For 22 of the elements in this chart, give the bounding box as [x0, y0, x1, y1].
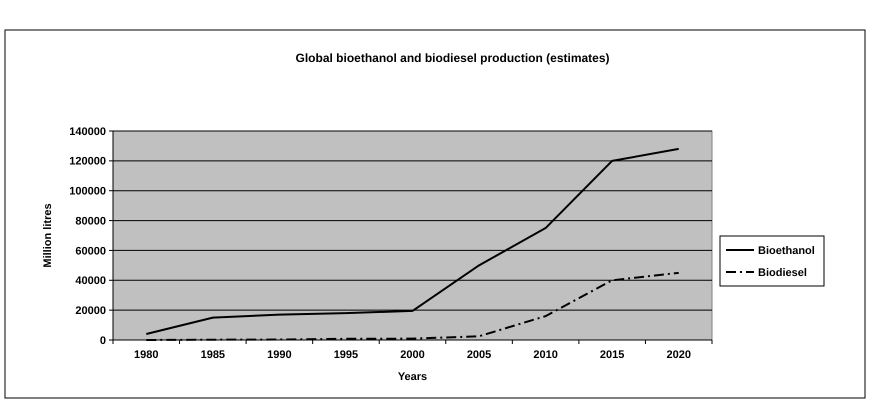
x-tick-label: 2015 — [600, 349, 624, 361]
y-tick-label: 60000 — [75, 245, 106, 258]
y-tick-label: 140000 — [69, 126, 106, 138]
y-tick-label: 120000 — [69, 156, 106, 168]
legend-label: Biodiesel — [758, 266, 807, 279]
legend-label: Bioethanol — [758, 244, 815, 257]
x-tick-label: 1980 — [134, 349, 159, 361]
x-tick-label: 2010 — [533, 349, 558, 361]
y-tick-label: 0 — [100, 334, 106, 347]
x-tick-label: 1990 — [267, 349, 292, 361]
x-axis-title: Years — [398, 371, 428, 383]
x-tick-label: 1985 — [200, 349, 226, 361]
y-tick-label: 100000 — [69, 186, 106, 198]
x-tick-label: 1995 — [334, 349, 358, 361]
y-tick-label: 40000 — [75, 275, 106, 288]
y-tick-label: 80000 — [75, 215, 106, 228]
y-tick-label: 20000 — [75, 304, 106, 317]
y-axis-title: Million litres — [42, 203, 54, 268]
x-tick-label: 2020 — [666, 349, 691, 361]
x-tick-label: 2000 — [400, 349, 425, 361]
x-tick-label: 2005 — [466, 349, 492, 361]
chart-title: Global bioethanol and biodiesel production (estimates) — [295, 51, 610, 65]
